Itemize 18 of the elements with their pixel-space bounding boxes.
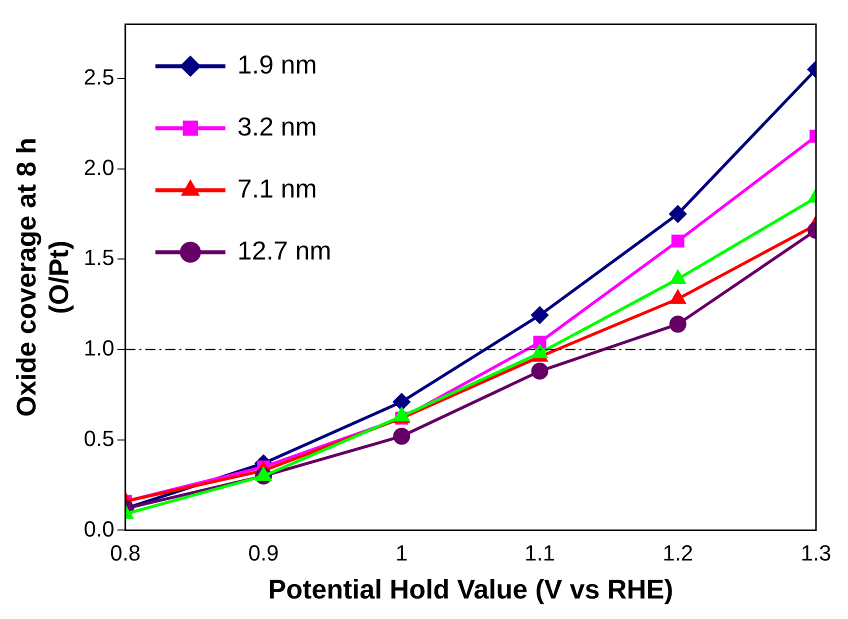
x-tick-label: 1.1 [524,540,556,566]
y-tick-label: 0.5 [84,426,114,451]
y-tick-label: 2.5 [84,64,114,90]
x-axis-title: Potential Hold Value (V vs RHE) [268,574,674,604]
y-tick-label: 1.5 [84,245,114,270]
legend-label: 3.2 nm [237,111,317,142]
legend-label: 7.1 nm [237,173,317,204]
x-tick-label: 1.3 [800,540,832,566]
x-tick-label: 0.9 [248,540,279,566]
y-axis-title: Oxide coverage at 8 h (O/Pt) [12,138,74,417]
y-tick-label: 2.0 [84,154,114,180]
x-tick-label: 0.8 [110,540,141,566]
x-tick-label: 1.2 [662,540,694,566]
y-tick-label: 1.0 [84,336,114,361]
legend-label: 1.9 nm [237,49,317,80]
x-tick-label: 1 [396,540,408,566]
legend-label: 12.7 nm [237,235,332,266]
y-tick-label: 0.0 [84,516,114,542]
